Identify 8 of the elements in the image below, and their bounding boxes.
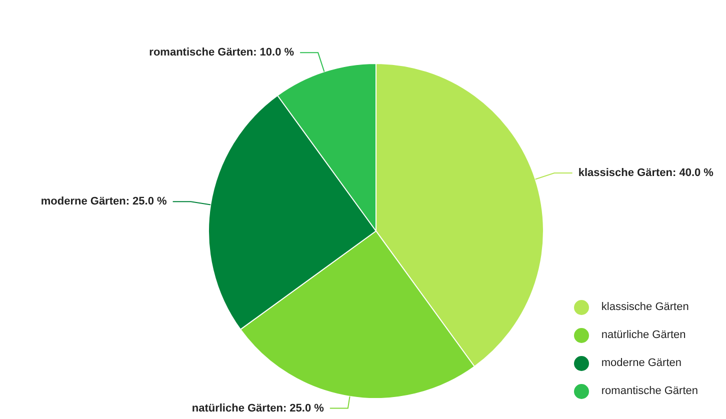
- legend-label: klassische Gärten: [601, 301, 689, 313]
- data-label: romantische Gärten: 10.0 %: [149, 46, 294, 59]
- data-label: natürliche Gärten: 25.0 %: [192, 402, 324, 414]
- legend-label: romantische Gärten: [601, 385, 698, 397]
- legend-label: moderne Gärten: [601, 357, 682, 369]
- data-label: moderne Gärten: 25.0 %: [40, 196, 168, 208]
- data-label: klassische Gärten: 40.0 %: [578, 167, 714, 180]
- legend-label: natürliche Gärten: [601, 329, 686, 341]
